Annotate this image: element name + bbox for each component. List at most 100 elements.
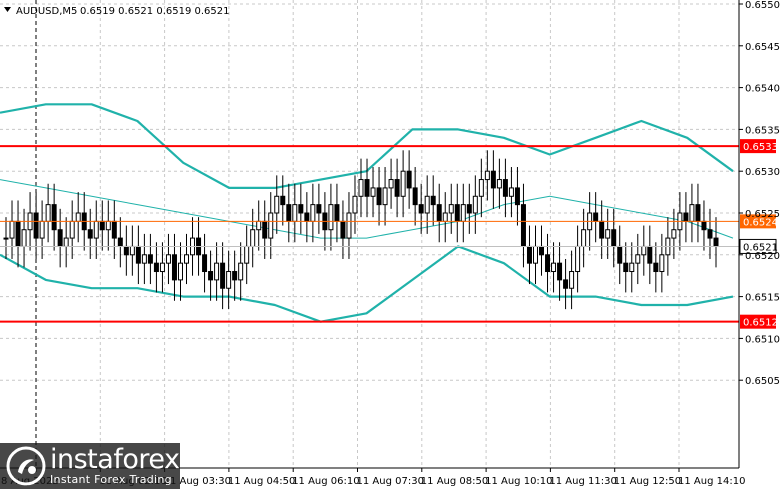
level-price-tag (740, 314, 776, 329)
candle-body (141, 254, 147, 264)
watermark-brand: instaforex (50, 443, 180, 475)
candle-body (69, 220, 75, 239)
level-price-label: 0.6512 (743, 318, 778, 329)
candle-body (304, 212, 310, 222)
x-tick-label: 11 Aug 04:50 (228, 476, 295, 487)
candle-body (454, 204, 460, 222)
candle-body (460, 204, 466, 222)
candle-body (316, 204, 322, 214)
candle-body (105, 220, 111, 231)
candle-body (51, 204, 57, 231)
candle-body (605, 229, 611, 239)
candle-body (57, 229, 63, 247)
candle-body (557, 262, 563, 281)
candle-body (635, 254, 641, 264)
y-tick-label: 0.6515 (745, 293, 780, 304)
candle-body (701, 220, 707, 231)
candle-body (683, 212, 689, 222)
candle-body (298, 204, 304, 214)
candle-body (478, 179, 484, 197)
candle-body (532, 245, 538, 264)
candle-body (238, 262, 244, 281)
candle-body (502, 179, 508, 197)
candle-body (406, 170, 412, 189)
bollinger-middle-line (0, 179, 734, 239)
candle-body (581, 229, 587, 247)
candle-body (3, 237, 9, 240)
candle-body (400, 170, 406, 197)
candle-body (274, 195, 280, 214)
x-tick-label: 11 Aug 11:30 (549, 476, 616, 487)
candle-body (21, 229, 27, 247)
candle-body (376, 187, 382, 206)
candle-body (87, 229, 93, 239)
candle-body (153, 262, 159, 273)
level-price-label: 0.6533 (743, 142, 778, 153)
candle-body (647, 245, 653, 264)
candle-body (280, 195, 286, 206)
candle-body (388, 179, 394, 189)
candle-body (653, 262, 659, 273)
candle-body (394, 179, 400, 197)
candle-body (9, 220, 15, 239)
instaforex-logo-icon (6, 446, 46, 486)
candle-body (689, 204, 695, 222)
candle-body (292, 204, 298, 222)
candle-body (484, 170, 490, 181)
bollinger-lower-line (0, 245, 734, 323)
candle-body (707, 229, 713, 239)
candle-body (262, 220, 268, 239)
candle-body (364, 179, 370, 197)
symbol-label: AUDUSD,M5 (16, 6, 77, 17)
candle-body (382, 187, 388, 206)
candle-body (214, 262, 220, 281)
candle-body (442, 212, 448, 222)
x-tick-label: 11 Aug 06:10 (292, 476, 359, 487)
y-tick-label: 0.6535 (745, 125, 780, 136)
candle-body (117, 237, 123, 247)
x-tick-label: 11 Aug 03:30 (164, 476, 231, 487)
candle-body (569, 271, 575, 289)
level-price-tag (740, 214, 776, 229)
candle-body (611, 229, 617, 247)
chart-header: AUDUSD,M5 0.6519 0.6521 0.6519 0.6521 (4, 6, 230, 17)
candle-body (334, 204, 340, 222)
y-tick-label: 0.6525 (745, 209, 780, 220)
candle-body (226, 271, 232, 289)
candle-body (45, 204, 51, 222)
candle-body (15, 220, 21, 247)
candle-body (641, 245, 647, 256)
candle-body (520, 204, 526, 247)
level-price-tag (740, 139, 776, 154)
candle-body (593, 212, 599, 222)
candle-body (147, 254, 153, 264)
candle-body (563, 279, 569, 289)
triangle-down-icon[interactable] (4, 7, 11, 12)
candle-body (436, 204, 442, 222)
candle-body (412, 187, 418, 206)
candle-body (551, 262, 557, 273)
candle-body (111, 220, 117, 239)
candle-body (424, 195, 430, 214)
candle-body (617, 245, 623, 264)
current-price-label: 0.6521 (743, 242, 778, 253)
bollinger-bands (0, 103, 734, 323)
y-tick-label: 0.6545 (745, 42, 780, 53)
x-tick-label: 11 Aug 08:50 (421, 476, 488, 487)
y-tick-label: 0.6530 (745, 167, 780, 178)
current-price-tag (739, 238, 777, 254)
candle-body (514, 187, 520, 206)
price-levels: 0.6533 0.6524 0.6512 0.6521 (0, 139, 778, 329)
candle-body (539, 245, 545, 256)
y-tick-label: 0.6510 (745, 334, 780, 345)
y-tick-label: 0.6505 (745, 376, 780, 387)
candle-body (575, 245, 581, 273)
x-tick-label: 11 Aug 12:50 (614, 476, 681, 487)
candle-body (713, 237, 719, 247)
candle-body (629, 262, 635, 273)
candle-body (370, 187, 376, 197)
candle-body (63, 237, 69, 247)
candle-body (695, 204, 701, 222)
